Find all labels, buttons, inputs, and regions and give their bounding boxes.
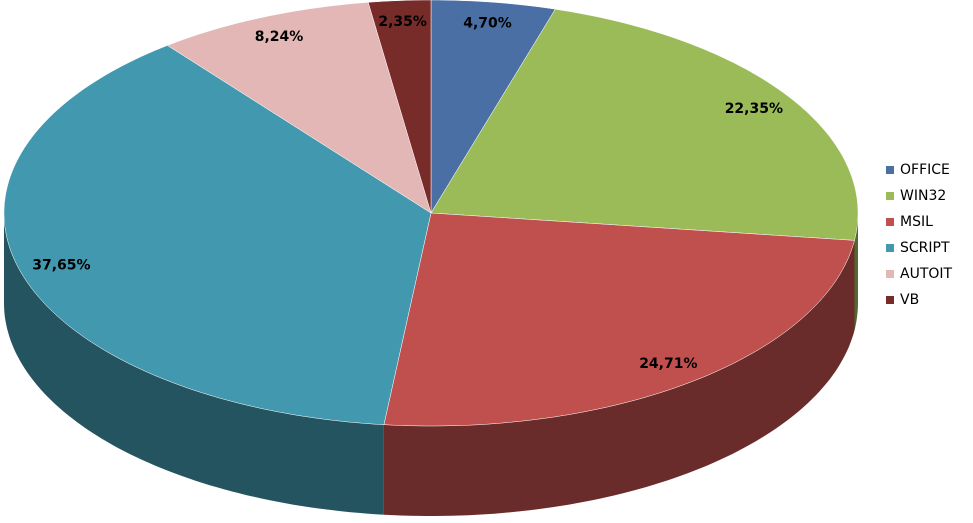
slice-side [854,213,858,331]
data-label: 8,24% [255,29,304,45]
slice [430,8,859,241]
data-label: 37,65% [32,257,90,273]
data-label: 22,35% [725,101,783,117]
legend-swatch [886,218,894,226]
slice-side [4,213,384,515]
legend-label: SCRIPT [900,240,950,256]
legend-swatch [886,192,894,200]
legend-swatch [886,296,894,304]
legend-label: MSIL [900,214,933,230]
legend-label: VB [900,292,919,308]
legend-swatch [886,270,894,278]
data-label: 24,71% [639,356,697,372]
legend-swatch [886,244,894,252]
legend-label: WIN32 [900,188,946,204]
legend-label: OFFICE [900,162,950,178]
legend-label: AUTOIT [900,266,953,282]
legend-swatch [886,166,894,174]
slice [367,0,432,214]
slice [383,212,855,427]
slice [3,45,432,425]
slice [166,2,432,214]
slice-side [383,240,855,516]
data-label: 4,70% [463,15,512,31]
slice [430,0,556,214]
data-label: 2,35% [378,14,427,30]
